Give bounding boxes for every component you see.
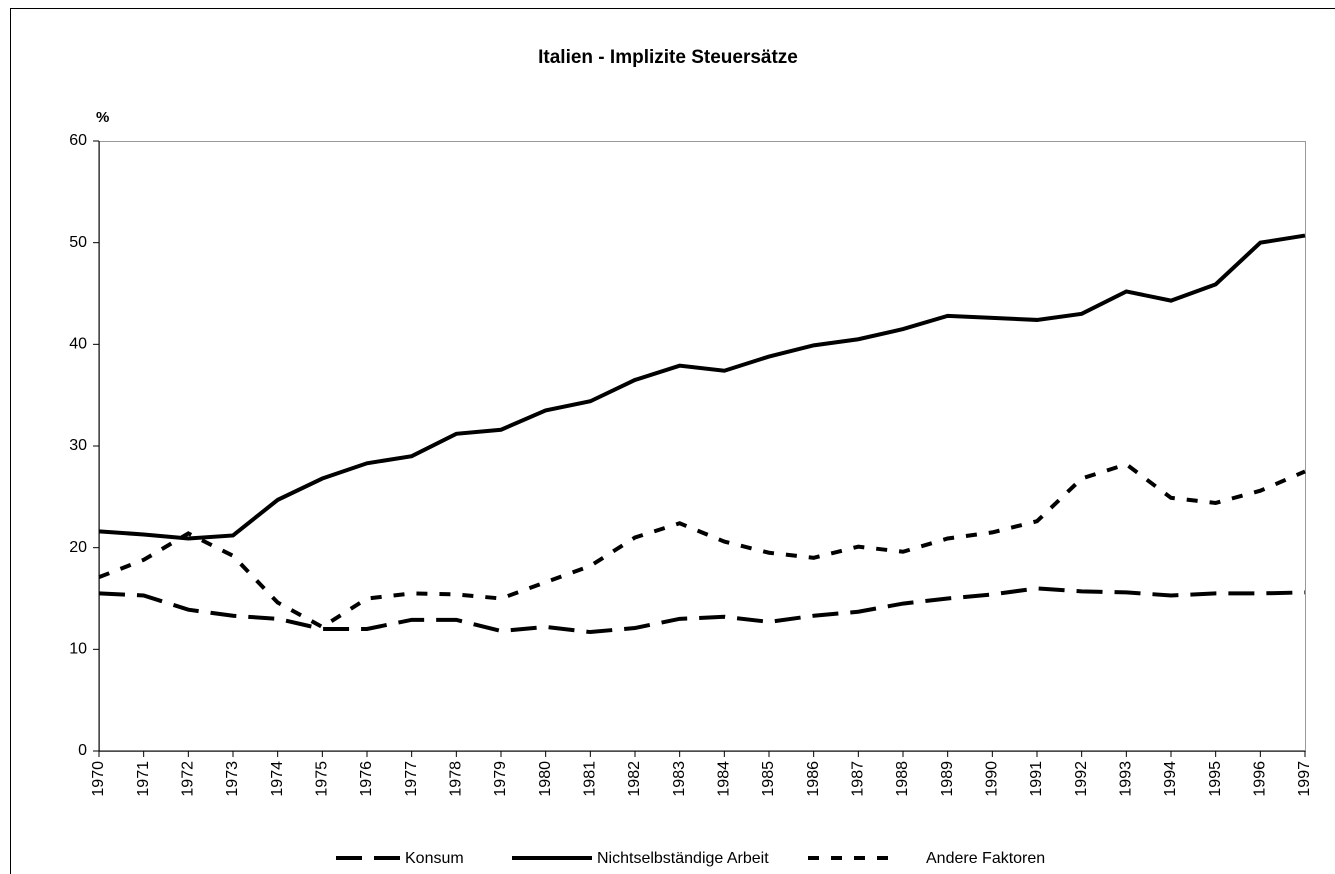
x-tick-label: 1973 bbox=[224, 761, 241, 797]
x-tick-label: 1984 bbox=[716, 761, 733, 797]
x-tick-label: 1972 bbox=[180, 761, 197, 797]
x-tick-label: 1992 bbox=[1073, 761, 1090, 797]
x-tick-label: 1971 bbox=[135, 761, 152, 797]
x-tick-label: 1974 bbox=[269, 761, 286, 797]
y-tick-label: 50 bbox=[69, 234, 87, 251]
x-tick-label: 1977 bbox=[403, 761, 420, 797]
x-tick-label: 1989 bbox=[939, 761, 956, 797]
y-tick-label: 20 bbox=[69, 539, 87, 556]
series-line bbox=[98, 462, 1306, 630]
y-tick-label: 30 bbox=[69, 437, 87, 454]
x-tick-label: 1983 bbox=[671, 761, 688, 797]
legend-label: Konsum bbox=[405, 850, 464, 867]
legend-label: Andere Faktoren bbox=[926, 850, 1045, 867]
y-tick-label: 40 bbox=[69, 336, 87, 353]
x-tick-label: 1970 bbox=[90, 761, 107, 797]
chart-frame bbox=[10, 8, 1335, 874]
y-tick-label: 60 bbox=[69, 132, 87, 149]
x-tick-label: 1976 bbox=[358, 761, 375, 797]
x-tick-label: 1991 bbox=[1028, 761, 1045, 797]
x-tick-label: 1993 bbox=[1118, 761, 1135, 797]
x-tick-label: 1996 bbox=[1252, 761, 1269, 797]
x-tick-label: 1980 bbox=[537, 761, 554, 797]
x-tick-label: 1981 bbox=[582, 761, 599, 797]
x-tick-label: 1982 bbox=[626, 761, 643, 797]
series-line bbox=[98, 586, 1306, 635]
x-tick-label: 1990 bbox=[984, 761, 1001, 797]
y-tick-label: 10 bbox=[69, 641, 87, 658]
x-tick-label: 1986 bbox=[805, 761, 822, 797]
series-line bbox=[98, 233, 1306, 541]
x-tick-label: 1975 bbox=[314, 761, 331, 797]
y-axis-label: % bbox=[96, 109, 109, 126]
y-tick-label: 0 bbox=[78, 742, 87, 759]
x-tick-label: 1978 bbox=[448, 761, 465, 797]
chart-title: Italien - Implizite Steuersätze bbox=[538, 47, 798, 68]
x-tick-label: 1995 bbox=[1207, 761, 1224, 797]
x-tick-label: 1997 bbox=[1296, 761, 1313, 797]
x-tick-label: 1979 bbox=[492, 761, 509, 797]
x-tick-label: 1988 bbox=[894, 761, 911, 797]
x-tick-label: 1985 bbox=[760, 761, 777, 797]
x-tick-label: 1994 bbox=[1162, 761, 1179, 797]
legend-label: Nichtselbständige Arbeit bbox=[597, 850, 769, 867]
x-tick-label: 1987 bbox=[850, 761, 867, 797]
